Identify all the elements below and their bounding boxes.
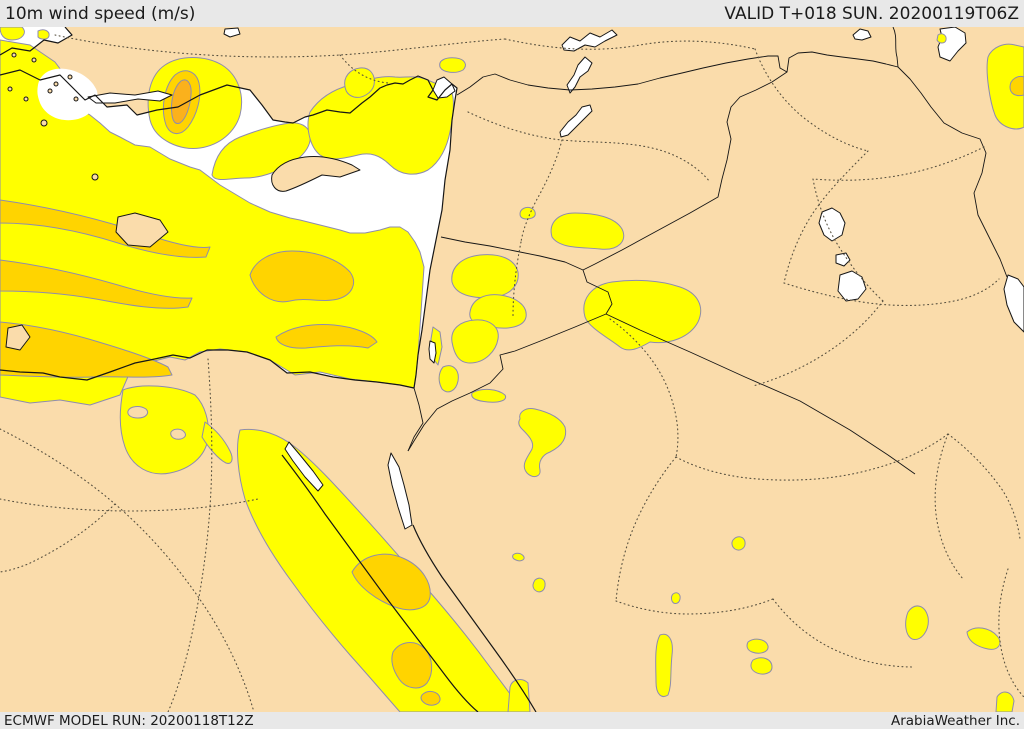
marmara-sea <box>87 90 173 104</box>
wind-area <box>731 536 746 551</box>
aegean-calm-patch <box>37 68 98 121</box>
island <box>5 324 31 351</box>
turkey-iran-border <box>885 27 899 68</box>
cyprus-island <box>271 156 361 192</box>
lake <box>852 28 872 41</box>
dead-sea <box>428 340 437 364</box>
islet <box>7 86 13 92</box>
island <box>115 212 169 248</box>
valid-time-label: VALID T+018 SUN. 20200119T06Z <box>724 3 1019 24</box>
islet <box>47 88 53 94</box>
wind-area <box>307 76 454 175</box>
persian-gulf-tip <box>1003 274 1024 333</box>
islands <box>5 52 361 351</box>
gulf-of-suez <box>284 441 324 492</box>
mediterranean-coastline <box>0 69 458 389</box>
wind-area-strong <box>420 690 441 706</box>
iraq-saudi-border <box>605 313 916 475</box>
wind-area <box>750 657 773 675</box>
wind-area <box>451 254 519 299</box>
wind-area-strong <box>0 199 211 258</box>
wind-area-strong <box>0 321 173 378</box>
wind-speed-map <box>0 27 1024 712</box>
islet <box>91 173 99 181</box>
wind-area <box>746 638 769 654</box>
turkey-syria-iraq-border <box>456 51 887 96</box>
islet <box>40 119 48 127</box>
wind-area <box>936 33 947 44</box>
model-run-label: ECMWF MODEL RUN: 20200118T12Z <box>4 712 254 729</box>
country-borders <box>407 27 1008 475</box>
wind-area <box>471 388 507 403</box>
attribution-label: ArabiaWeather Inc. <box>890 712 1020 729</box>
egypt-israel-border <box>407 387 424 452</box>
lake <box>561 29 618 52</box>
iraq-iran-border <box>897 66 1008 278</box>
wind-area <box>518 408 567 478</box>
razzaza-lake <box>837 270 867 302</box>
wind-area-strong <box>249 250 354 303</box>
red-sea-east-coast <box>412 524 537 712</box>
islet <box>73 96 79 102</box>
map-title: 10m wind speed (m/s) <box>5 3 196 24</box>
islet <box>53 81 59 87</box>
wind-area <box>439 57 466 73</box>
wind-area <box>550 212 625 250</box>
wind-area <box>344 67 375 98</box>
wind-area <box>201 421 233 464</box>
wind-area <box>532 577 546 593</box>
footer-bar: ECMWF MODEL RUN: 20200118T12Z ArabiaWeat… <box>0 712 1024 729</box>
assad-lake <box>559 104 593 138</box>
gulf-of-aqaba <box>387 452 413 530</box>
wind-area <box>119 385 209 475</box>
wind-area <box>966 627 1001 650</box>
wind-area <box>995 691 1015 712</box>
wind-area <box>0 27 25 41</box>
wind-area <box>670 592 681 604</box>
wind-area <box>905 605 929 640</box>
wind-area <box>583 279 702 351</box>
wind-area <box>519 206 536 220</box>
wind-area <box>507 679 531 712</box>
wind-area <box>438 365 459 393</box>
admin-boundaries <box>0 34 1024 712</box>
habbaniyah-lake <box>835 252 851 267</box>
wind-area <box>512 552 525 562</box>
islet <box>67 74 73 80</box>
contour-hole <box>127 406 149 419</box>
coastlines <box>0 27 537 712</box>
wind-area-strongest <box>171 79 192 124</box>
syria-jordan-border <box>440 236 584 271</box>
jordan-saudi-border <box>407 313 607 452</box>
wind-area-strong <box>351 553 431 611</box>
tharthar-lake <box>818 207 846 242</box>
islet <box>11 52 17 58</box>
wind-area-strong <box>1009 76 1024 97</box>
wind-area <box>655 633 673 697</box>
wind-contours-sea <box>0 27 454 406</box>
wind-area <box>37 29 50 40</box>
wind-contours-land <box>119 43 1024 712</box>
wind-area <box>986 43 1024 130</box>
red-sea-west-coast <box>281 454 479 712</box>
syria-iraq-border <box>582 71 788 315</box>
header-bar: 10m wind speed (m/s) VALID T+018 SUN. 20… <box>0 0 1024 27</box>
lakes <box>223 27 1024 530</box>
wind-area-strong <box>0 259 193 309</box>
lake <box>223 27 241 38</box>
wind-area-strong <box>391 642 433 689</box>
contour-hole <box>170 428 186 440</box>
wind-area <box>0 39 425 406</box>
wind-area-strong <box>275 324 378 349</box>
wind-area <box>451 319 499 364</box>
black-sea-coastline <box>0 27 73 56</box>
islet <box>23 96 29 102</box>
islet <box>31 57 37 63</box>
